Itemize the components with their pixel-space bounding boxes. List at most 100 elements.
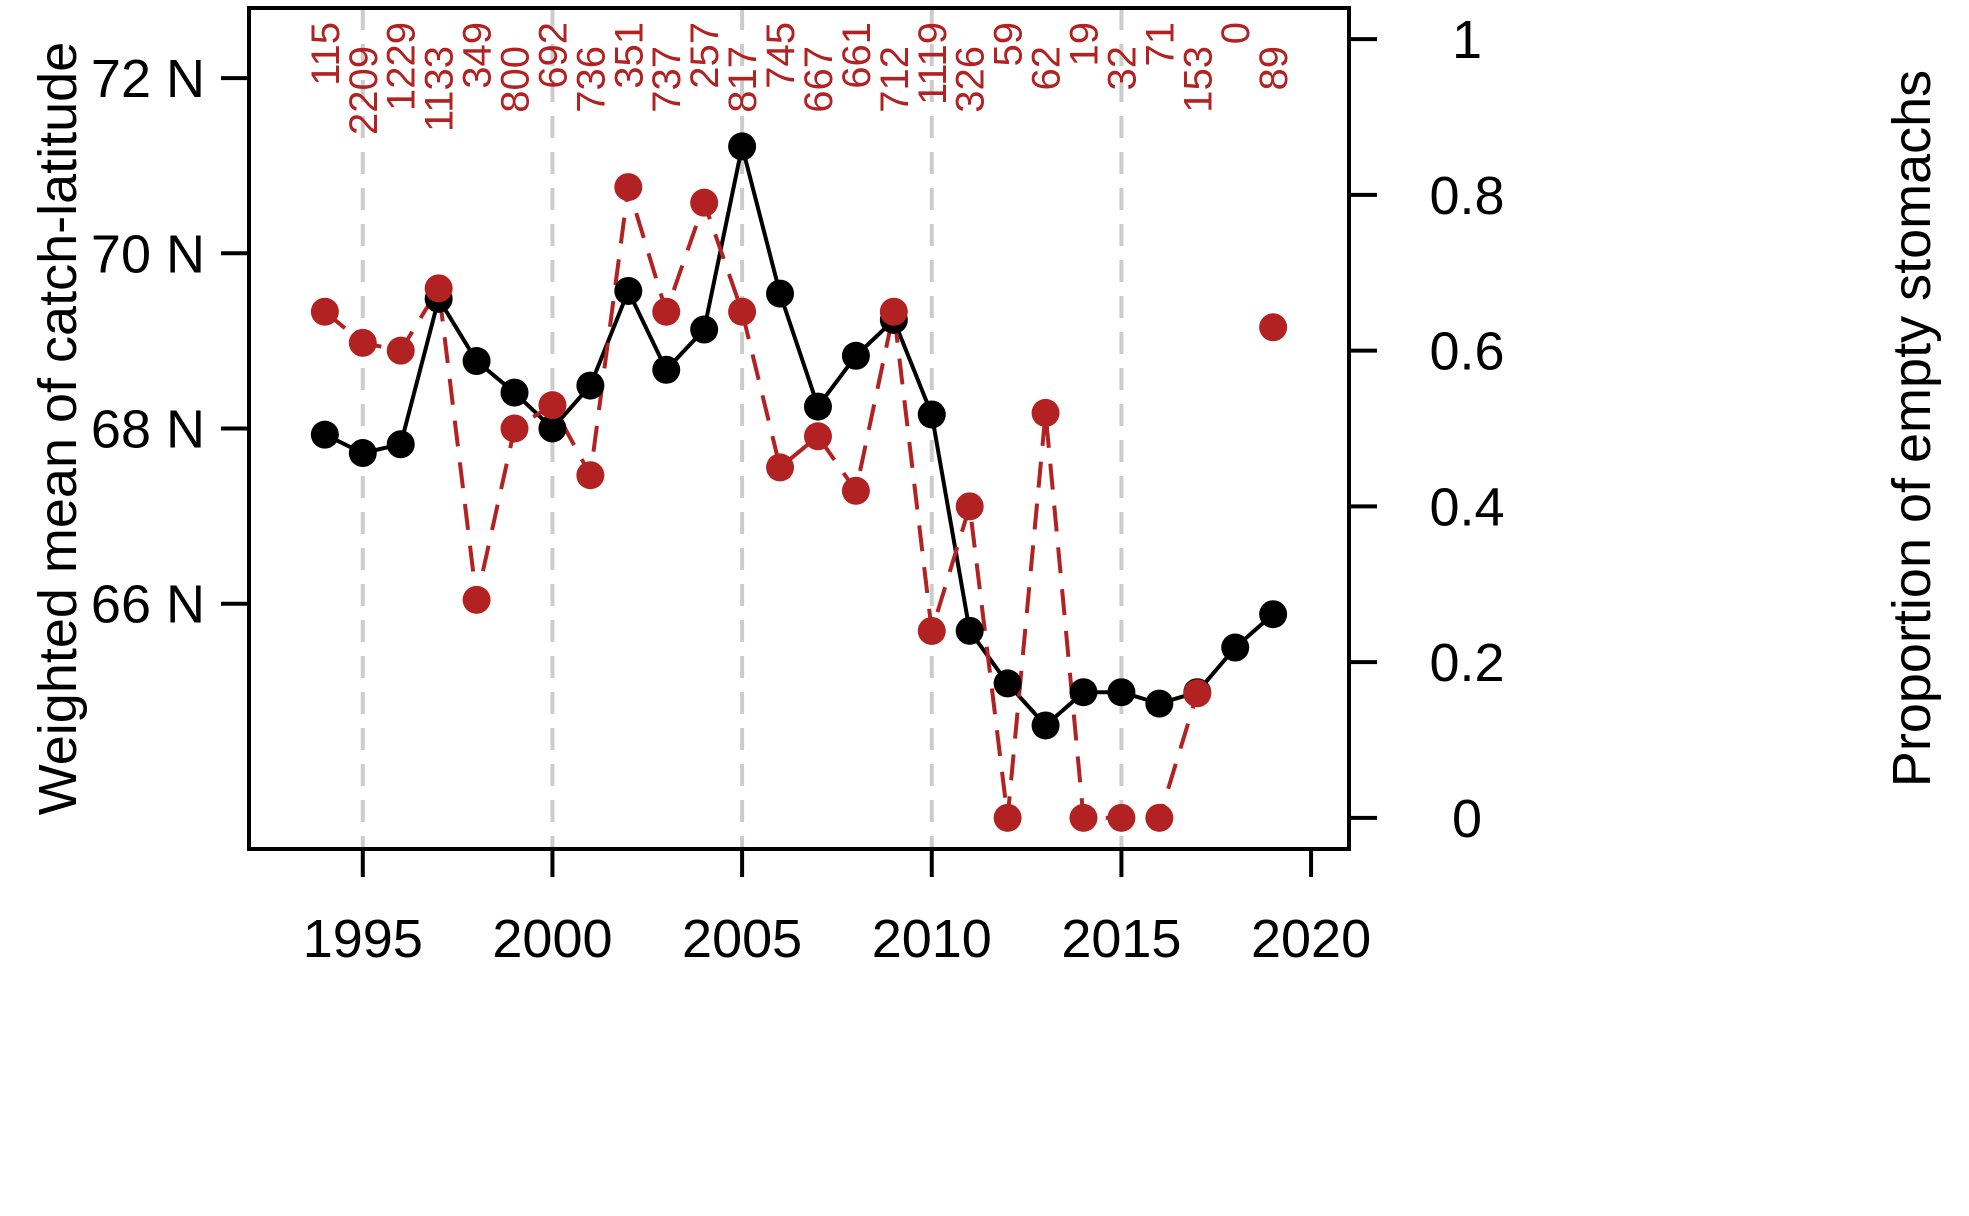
empty-stomach-point-2003 [652, 297, 681, 326]
empty-stomach-point-2016 [1145, 803, 1174, 832]
empty-stomach-point-2017 [1183, 679, 1212, 708]
sample-size-label: 257 [683, 22, 727, 89]
catch-latitude-point-1996 [386, 430, 415, 459]
sample-size-label: 2209 [342, 46, 386, 135]
sample-size-label: 817 [721, 46, 765, 113]
sample-size-label: 1119 [911, 22, 955, 105]
sample-size-label: 661 [835, 22, 879, 89]
empty-stomach-point-2012 [993, 803, 1022, 832]
empty-stomach-point-1997 [424, 274, 453, 303]
catch-latitude-point-2013 [1031, 711, 1060, 740]
sample-size-label: 19 [1062, 22, 1106, 67]
sample-size-label: 737 [645, 46, 689, 113]
empty-stomach-point-2015 [1107, 803, 1136, 832]
empty-stomach-point-2007 [803, 422, 832, 451]
left-y-tick-label: 72 N [91, 49, 205, 109]
sample-size-label: 800 [494, 46, 538, 113]
x-tick-label: 2015 [1061, 909, 1181, 969]
x-tick-label: 2020 [1251, 909, 1371, 969]
empty-stomach-point-1995 [348, 328, 377, 357]
x-tick-label: 2000 [492, 909, 612, 969]
right-y-tick-label: 0.6 [1429, 322, 1504, 382]
catch-latitude-point-2005 [728, 132, 757, 161]
empty-stomach-point-2019 [1259, 313, 1288, 342]
catch-latitude-point-2014 [1069, 678, 1098, 707]
right-y-tick-label: 0.4 [1429, 477, 1504, 537]
empty-stomach-point-2006 [766, 453, 795, 482]
x-tick-label: 2005 [682, 909, 802, 969]
empty-stomach-point-2002 [614, 173, 643, 202]
empty-stomach-point-2001 [576, 461, 605, 490]
vertical-gridlines [360, 8, 1124, 849]
empty-stomach-point-2010 [917, 616, 946, 645]
catch-latitude-point-2004 [690, 315, 719, 344]
sample-size-label: 326 [949, 46, 993, 113]
right-y-tick-label: 0.8 [1429, 166, 1504, 226]
sample-size-label: 71 [1138, 22, 1182, 67]
empty-stomach-point-2008 [841, 476, 870, 505]
right-y-tick-label: 0 [1452, 789, 1482, 849]
catch-latitude-point-2007 [803, 392, 832, 421]
sample-size-label: 0 [1214, 22, 1258, 44]
right-y-tick-label: 0.2 [1429, 633, 1504, 693]
left-y-tick-label: 70 N [91, 224, 205, 284]
empty-stomach-point-2009 [879, 297, 908, 326]
sample-size-label: 667 [797, 46, 841, 113]
sample-size-label: 712 [873, 46, 917, 113]
sample-size-label: 32 [1100, 46, 1144, 91]
series-lines [323, 144, 1275, 820]
catch-latitude-point-2010 [917, 400, 946, 429]
x-tick-label: 2010 [872, 909, 992, 969]
sample-size-label: 1133 [418, 46, 462, 132]
sample-size-label: 89 [1252, 46, 1296, 91]
right-axis-title: Proportion of empty stomachs [1882, 70, 1942, 787]
left-axis-title: Weighted mean of catch-latitude [28, 42, 88, 815]
plot-frame [247, 6, 1351, 851]
catch-latitude-point-2008 [841, 341, 870, 370]
left-y-axis: 66 N 68 N 70 N 72 N [91, 49, 249, 635]
sample-size-label: 692 [531, 22, 575, 89]
catch-latitude-point-2000 [538, 414, 567, 443]
empty-stomach-point-2014 [1069, 803, 1098, 832]
empty-stomach-point-2000 [538, 391, 567, 420]
empty-stomach-point-2013 [1031, 398, 1060, 427]
left-y-tick-label: 66 N [91, 575, 205, 635]
empty-stomach-point-1994 [310, 297, 339, 326]
sample-size-label: 153 [1176, 46, 1220, 113]
sample-size-label: 351 [607, 22, 651, 89]
catch-latitude-point-1999 [500, 378, 529, 407]
empty-stomach-line-segment [323, 185, 1200, 820]
catch-latitude-point-2002 [614, 276, 643, 305]
catch-latitude-point-2015 [1107, 678, 1136, 707]
sample-size-label: 736 [569, 46, 613, 113]
sample-size-label: 115 [304, 22, 348, 86]
sample-size-label: 59 [987, 22, 1031, 67]
empty-stomach-point-1996 [386, 336, 415, 365]
catch-latitude-point-1998 [462, 347, 491, 376]
right-y-tick-label: 1 [1452, 10, 1482, 70]
catch-latitude-point-2016 [1145, 689, 1174, 718]
catch-latitude-point-2012 [993, 669, 1022, 698]
catch-latitude-point-2019 [1259, 600, 1288, 629]
catch-latitude-point-2018 [1221, 633, 1250, 662]
catch-latitude-point-2001 [576, 371, 605, 400]
empty-stomach-point-1999 [500, 414, 529, 443]
series-points [310, 132, 1288, 832]
catch-latitude-point-2006 [766, 279, 795, 308]
sample-size-labels: 1152209122911333498006927363517372578177… [304, 22, 1296, 135]
left-y-tick-label: 68 N [91, 400, 205, 460]
x-axis: 1995 2000 2005 2010 2015 2020 [303, 849, 1371, 969]
sample-size-label: 1229 [380, 22, 424, 111]
sample-size-label: 62 [1025, 46, 1069, 91]
sample-size-label: 349 [456, 22, 500, 89]
catch-latitude-point-1994 [310, 420, 339, 449]
sample-size-label: 745 [759, 22, 803, 89]
catch-latitude-point-2003 [652, 355, 681, 384]
catch-latitude-point-2011 [955, 616, 984, 645]
empty-stomach-point-2005 [728, 297, 757, 326]
right-y-axis: 0 0.2 0.4 0.6 0.8 1 [1349, 10, 1505, 849]
empty-stomach-point-1998 [462, 585, 491, 614]
catch-latitude-line-segment [323, 144, 1275, 728]
empty-stomach-point-2004 [690, 188, 719, 217]
